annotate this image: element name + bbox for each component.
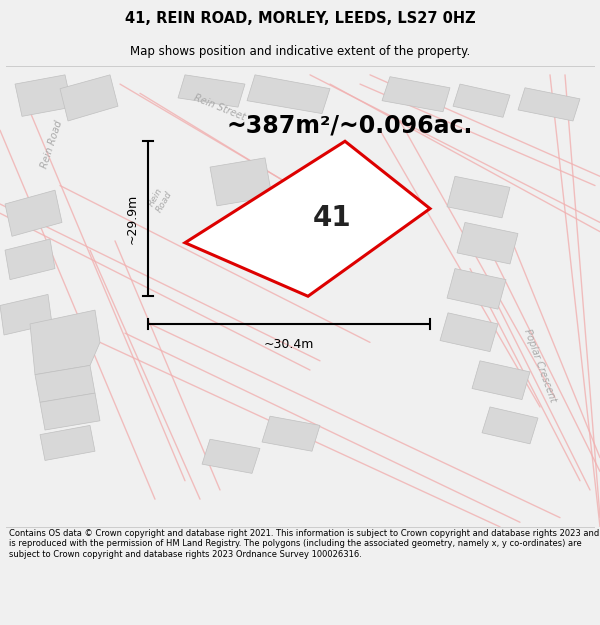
Polygon shape (5, 190, 62, 236)
Text: ~30.4m: ~30.4m (264, 338, 314, 351)
Polygon shape (453, 84, 510, 118)
Polygon shape (262, 416, 320, 451)
Polygon shape (210, 158, 272, 206)
Polygon shape (15, 75, 72, 116)
Polygon shape (482, 407, 538, 444)
Polygon shape (40, 426, 95, 461)
Polygon shape (178, 75, 245, 107)
Text: Map shows position and indicative extent of the property.: Map shows position and indicative extent… (130, 45, 470, 58)
Text: 41: 41 (313, 204, 352, 232)
Polygon shape (440, 313, 498, 352)
Polygon shape (447, 176, 510, 218)
Text: 41, REIN ROAD, MORLEY, LEEDS, LS27 0HZ: 41, REIN ROAD, MORLEY, LEEDS, LS27 0HZ (125, 11, 475, 26)
Polygon shape (35, 366, 95, 403)
Polygon shape (0, 294, 52, 335)
Text: Rein
Road: Rein Road (146, 184, 174, 214)
Polygon shape (518, 88, 580, 121)
Text: ~29.9m: ~29.9m (125, 194, 139, 244)
Polygon shape (472, 361, 530, 399)
Polygon shape (457, 222, 518, 264)
Polygon shape (40, 393, 100, 430)
Text: Rein Street: Rein Street (193, 92, 247, 122)
Polygon shape (247, 75, 330, 114)
Polygon shape (30, 310, 100, 374)
Polygon shape (447, 269, 506, 309)
Polygon shape (202, 439, 260, 473)
Text: Rein Road: Rein Road (40, 119, 64, 169)
Polygon shape (382, 77, 450, 112)
Polygon shape (60, 75, 118, 121)
Text: Poplar Crescent: Poplar Crescent (522, 328, 558, 404)
Text: Contains OS data © Crown copyright and database right 2021. This information is : Contains OS data © Crown copyright and d… (9, 529, 599, 559)
Text: ~387m²/~0.096ac.: ~387m²/~0.096ac. (227, 114, 473, 138)
Polygon shape (185, 141, 430, 296)
Polygon shape (5, 239, 55, 279)
